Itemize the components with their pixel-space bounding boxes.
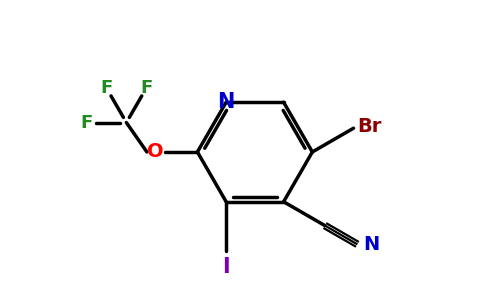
Text: F: F xyxy=(81,114,93,132)
Text: F: F xyxy=(140,79,152,97)
Text: N: N xyxy=(363,235,379,254)
Text: I: I xyxy=(222,257,230,277)
Text: N: N xyxy=(217,92,235,112)
Text: F: F xyxy=(101,79,113,97)
Text: O: O xyxy=(148,142,164,161)
Text: Br: Br xyxy=(358,117,382,136)
